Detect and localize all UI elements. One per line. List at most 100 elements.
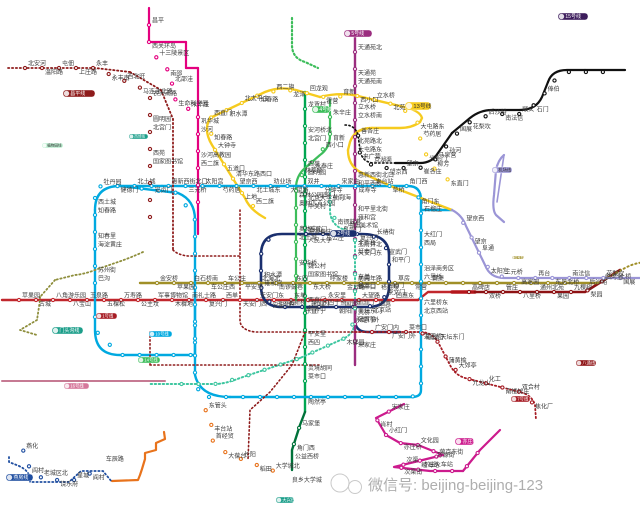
svg-text:阜通: 阜通 (482, 244, 494, 252)
svg-text:奥林匹克公园: 奥林匹克公园 (299, 199, 335, 207)
svg-text:永丰: 永丰 (96, 60, 108, 68)
svg-text:角门西: 角门西 (297, 444, 315, 452)
svg-text:劝业场: 劝业场 (274, 178, 292, 186)
svg-text:望京西: 望京西 (390, 168, 408, 176)
svg-text:西直门: 西直门 (308, 296, 326, 304)
svg-text:知春路: 知春路 (214, 134, 232, 142)
svg-text:亦庄线: 亦庄线 (462, 438, 477, 445)
svg-text:丰台站: 丰台站 (376, 178, 394, 186)
svg-text:公益西桥: 公益西桥 (295, 452, 319, 460)
svg-text:圆明园: 圆明园 (153, 116, 171, 123)
svg-text:广安门外: 广安门外 (392, 332, 416, 340)
svg-text:霍营: 霍营 (326, 97, 338, 105)
svg-text:2号线: 2号线 (337, 230, 350, 237)
svg-text:新街口: 新街口 (308, 305, 326, 313)
svg-text:积水潭: 积水潭 (230, 110, 248, 118)
svg-text:军事博物馆: 军事博物馆 (158, 292, 188, 300)
svg-text:文化园: 文化园 (421, 437, 439, 445)
svg-text:南法信: 南法信 (572, 270, 590, 278)
svg-text:平安里: 平安里 (308, 330, 326, 338)
svg-text:14号线: 14号线 (144, 356, 158, 363)
svg-text:三元桥: 三元桥 (189, 186, 207, 194)
svg-text:西小口: 西小口 (326, 141, 344, 149)
svg-text:森林公园南门: 森林公园南门 (299, 191, 335, 199)
svg-text:上庄路: 上庄路 (79, 68, 97, 76)
svg-text:崔各庄: 崔各庄 (424, 168, 442, 176)
svg-text:常营: 常营 (415, 283, 427, 291)
svg-text:马家堡: 马家堡 (302, 419, 320, 427)
svg-text:沙河高教园: 沙河高教园 (201, 151, 231, 159)
svg-text:善各庄: 善各庄 (361, 127, 379, 135)
svg-text:天坛东门: 天坛东门 (441, 333, 465, 341)
svg-text:立水桥: 立水桥 (358, 103, 376, 111)
svg-text:北苑路北: 北苑路北 (358, 137, 382, 145)
svg-text:门头沟线: 门头沟线 (59, 327, 79, 334)
svg-text:双合村: 双合村 (522, 383, 540, 391)
svg-text:玉泉路: 玉泉路 (90, 292, 108, 300)
svg-text:京湖渠: 京湖渠 (374, 156, 392, 164)
svg-text:北海北: 北海北 (262, 275, 280, 283)
svg-text:昌平线: 昌平线 (70, 90, 85, 97)
svg-text:7号线: 7号线 (517, 395, 529, 402)
svg-text:微信号: beijing-beijing-123: 微信号: beijing-beijing-123 (368, 477, 543, 494)
svg-text:天桥: 天桥 (358, 308, 370, 316)
svg-text:大钟寺: 大钟寺 (218, 141, 236, 149)
svg-text:惠新西街北口: 惠新西街北口 (172, 178, 208, 186)
svg-text:陶然亭: 陶然亭 (308, 398, 326, 406)
svg-text:角门东: 角门东 (422, 197, 440, 205)
svg-text:安河桥北: 安河桥北 (308, 126, 332, 134)
svg-text:宋家庄: 宋家庄 (342, 178, 360, 186)
svg-text:昌平: 昌平 (152, 18, 164, 25)
svg-text:天通苑南: 天通苑南 (358, 78, 382, 86)
svg-text:大红门: 大红门 (424, 230, 442, 238)
svg-text:北土城: 北土城 (138, 178, 156, 186)
svg-text:俸伯: 俸伯 (548, 85, 560, 93)
svg-text:西土城: 西土城 (98, 198, 116, 206)
svg-text:15号线: 15号线 (565, 13, 581, 20)
svg-text:复兴门: 复兴门 (209, 300, 227, 308)
svg-text:公主坟: 公主坟 (141, 300, 159, 308)
svg-text:经海路: 经海路 (421, 461, 439, 469)
svg-text:芍药居: 芍药居 (223, 186, 241, 194)
svg-text:巴沟: 巴沟 (98, 275, 110, 283)
svg-text:八通线: 八通线 (582, 359, 596, 366)
svg-text:上地: 上地 (245, 193, 257, 201)
svg-text:6号线: 6号线 (515, 255, 525, 260)
svg-text:1号线: 1号线 (102, 312, 114, 319)
svg-text:安定门: 安定门 (272, 302, 290, 310)
svg-text:东大桥: 东大桥 (313, 283, 331, 291)
svg-text:石榴庄: 石榴庄 (424, 205, 442, 213)
svg-text:国展: 国展 (623, 279, 635, 286)
svg-text:望京西: 望京西 (240, 178, 258, 186)
svg-text:望京: 望京 (475, 238, 487, 246)
svg-text:五道口: 五道口 (227, 164, 245, 172)
svg-text:良乡大学城: 良乡大学城 (292, 476, 322, 484)
svg-text:广安门内: 广安门内 (375, 324, 399, 332)
svg-text:16号线: 16号线 (70, 382, 84, 389)
svg-text:褡裢坡: 褡裢坡 (381, 283, 399, 291)
svg-text:大郊亭: 大郊亭 (459, 361, 477, 369)
svg-text:木樨园: 木樨园 (347, 339, 365, 347)
svg-text:后沙峪: 后沙峪 (589, 278, 607, 286)
svg-text:首经贸: 首经贸 (216, 432, 234, 440)
svg-text:植物园线: 植物园线 (47, 143, 62, 148)
svg-text:南锣鼓巷: 南锣鼓巷 (279, 283, 303, 291)
svg-text:什刹海: 什刹海 (333, 194, 351, 202)
svg-text:五棵松: 五棵松 (107, 300, 125, 308)
svg-text:九龙山: 九龙山 (473, 379, 491, 387)
svg-text:荣京东街: 荣京东街 (439, 448, 463, 456)
svg-text:永定门外: 永定门外 (355, 316, 379, 324)
svg-text:成寿寺: 成寿寺 (359, 186, 377, 194)
svg-text:柳芳: 柳芳 (437, 160, 449, 168)
svg-text:东直门: 东直门 (451, 179, 469, 187)
svg-text:朝阳门: 朝阳门 (339, 307, 357, 315)
svg-text:饶乐府: 饶乐府 (60, 480, 78, 488)
svg-text:西苑: 西苑 (153, 149, 165, 157)
svg-text:肖村: 肖村 (380, 420, 392, 428)
svg-text:建国门: 建国门 (356, 299, 374, 307)
svg-text:星城: 星城 (77, 473, 89, 480)
svg-text:立水桥南: 立水桥南 (358, 112, 382, 120)
svg-text:西二旗: 西二旗 (256, 198, 274, 206)
svg-text:4号线: 4号线 (319, 106, 332, 113)
svg-text:顺义: 顺义 (522, 107, 534, 114)
